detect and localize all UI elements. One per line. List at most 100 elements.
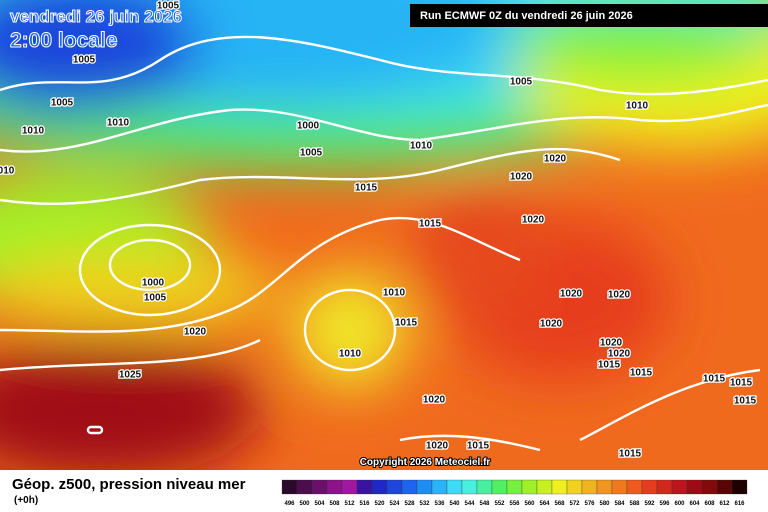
colorbar-cell: [596, 479, 613, 495]
isobar-label: 1020: [510, 172, 533, 183]
colorbar-label: 576: [584, 501, 595, 507]
colorbar-cell: [431, 479, 448, 495]
colorbar: 496 500 504 508 512 516 520 524 528 532 536 540 544 5…: [281, 479, 748, 507]
isobar-label: 1025: [119, 370, 142, 381]
colorbar-cell: [551, 479, 568, 495]
colorbar-cell: [686, 479, 703, 495]
isobar-label: 1015: [355, 183, 378, 194]
isobar-label: 1015: [598, 360, 621, 371]
colorbar-cell: [461, 479, 478, 495]
isobar-label: 1010: [107, 118, 130, 129]
isobar-label: 1020: [540, 319, 563, 330]
isobar-label: 1020: [600, 338, 623, 349]
map-field: 1005 1005 1005 1010 1010 010 1000 1005 1005 1010 1…: [0, 0, 768, 470]
local-time: 2:00 locale: [10, 29, 117, 52]
colorbar-label: 520: [374, 501, 385, 507]
colorbar-cell: [656, 479, 673, 495]
colorbar-label: 600: [674, 501, 685, 507]
isobar-label: 1010: [22, 126, 45, 137]
isobar-label: 1005: [300, 148, 323, 159]
colorbar-cell: [416, 479, 433, 495]
isobar-label: 1005: [51, 98, 74, 109]
colorbar-label: 504: [314, 501, 325, 507]
colorbar-label: 516: [359, 501, 370, 507]
colorbar-cell: [476, 479, 493, 495]
colorbar-cell: [626, 479, 643, 495]
isobar-label: 1020: [560, 289, 583, 300]
isobar-label: 1020: [522, 215, 545, 226]
colorbar-label: 524: [389, 501, 400, 507]
colorbar-cell: [581, 479, 598, 495]
isobar-label: 1015: [730, 378, 753, 389]
isobar-labels: 1005 1005 1005 1010 1010 010 1000 1005 1005 1010 1…: [0, 0, 758, 461]
colorbar-cell: [731, 479, 748, 495]
colorbar-label: 612: [719, 501, 730, 507]
colorbar-cell: [401, 479, 418, 495]
colorbar-label: 568: [554, 501, 565, 507]
colorbar-label: 572: [569, 501, 580, 507]
colorbar-cell: [356, 479, 373, 495]
colorbar-label: 608: [704, 501, 715, 507]
isobar-label: 1020: [544, 154, 567, 165]
copyright: Copyright 2026 Meteociel.fr: [360, 457, 491, 468]
colorbar-label: 512: [344, 501, 355, 507]
colorbar-cell: [641, 479, 658, 495]
isobar-label: 1015: [467, 441, 490, 452]
colorbar-label: 548: [479, 501, 490, 507]
footer-title: Géop. z500, pression niveau mer: [12, 476, 246, 493]
isobar-label: 1015: [395, 318, 418, 329]
isobar-label: 1010: [626, 101, 649, 112]
isobar-label: 1010: [410, 141, 433, 152]
colorbar-cell: [611, 479, 628, 495]
colorbar-label: 496: [284, 501, 295, 507]
isobar-label: 1020: [608, 349, 631, 360]
colorbar-label: 588: [629, 501, 640, 507]
run-info: Run ECMWF 0Z du vendredi 26 juin 2026: [420, 10, 633, 22]
isobar-label: 1015: [734, 396, 757, 407]
colorbar-cell: [671, 479, 688, 495]
isobar-label: 1005: [73, 55, 96, 66]
isobar-label: 1015: [703, 374, 726, 385]
colorbar-cell: [491, 479, 508, 495]
colorbar-cell: [506, 479, 523, 495]
date: vendredi 26 juin 2026: [10, 7, 182, 26]
colorbar-cell: [281, 479, 298, 495]
lead-time: (+0h): [14, 495, 38, 506]
colorbar-label: 556: [509, 501, 520, 507]
colorbar-label: 596: [659, 501, 670, 507]
isobar-label: 1010: [383, 288, 406, 299]
colorbar-label: 540: [449, 501, 460, 507]
run-box: [410, 4, 768, 27]
isobar-label: 1005: [157, 1, 180, 12]
colorbar-cell: [311, 479, 328, 495]
colorbar-cell: [371, 479, 388, 495]
colorbar-label: 564: [539, 501, 550, 507]
isobars: [0, 35, 768, 452]
colorbar-cell: [566, 479, 583, 495]
isobar-label: 1005: [510, 77, 533, 88]
colorbar-label: 616: [734, 501, 745, 507]
colorbar-label: 536: [434, 501, 445, 507]
isobar-label: 1015: [619, 449, 642, 460]
isobar-label: 1010: [339, 349, 362, 360]
colorbar-cell: [521, 479, 538, 495]
isobar-label: 1005: [144, 293, 167, 304]
colorbar-label: 544: [464, 501, 475, 507]
colorbar-label: 604: [689, 501, 700, 507]
isobar-label: 1015: [419, 219, 442, 230]
colorbar-label: 500: [299, 501, 310, 507]
colorbar-cell: [341, 479, 358, 495]
colorbar-cell: [386, 479, 403, 495]
colorbar-cell: [536, 479, 553, 495]
isobar-label: 1020: [423, 395, 446, 406]
isobar-label: 1020: [608, 290, 631, 301]
colorbar-label: 532: [419, 501, 430, 507]
isobar-label: 1020: [426, 441, 449, 452]
colorbar-label: 584: [614, 501, 625, 507]
colorbar-cell: [296, 479, 313, 495]
isobar-label: 1000: [297, 121, 320, 132]
colorbar-label: 560: [524, 501, 535, 507]
colorbar-label: 528: [404, 501, 415, 507]
colorbar-label: 592: [644, 501, 655, 507]
